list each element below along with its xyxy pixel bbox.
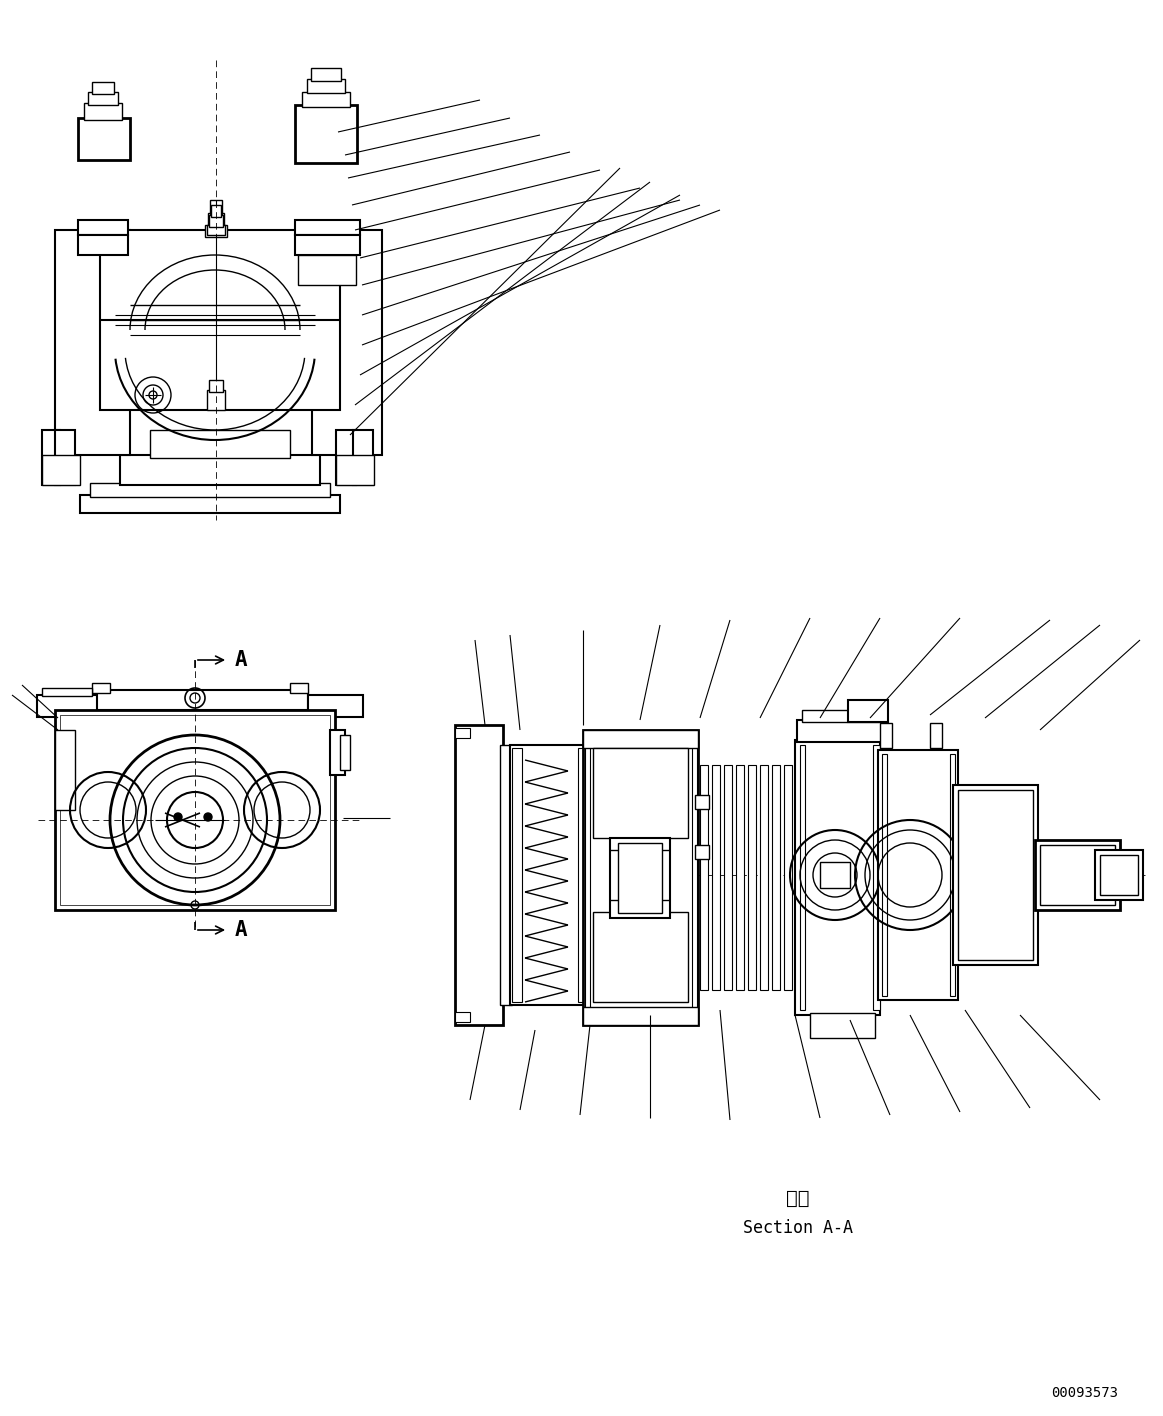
Bar [205, 225, 227, 236]
Bar [797, 719, 887, 742]
Bar [1035, 840, 1120, 910]
Bar [336, 430, 356, 486]
Bar [354, 430, 373, 486]
Text: Section A-A: Section A-A [743, 1219, 852, 1238]
Bar [84, 103, 122, 120]
Bar [307, 79, 345, 93]
Bar [583, 731, 698, 748]
Bar [295, 235, 361, 255]
Bar [55, 709, 335, 910]
Bar [578, 748, 586, 1003]
Bar [60, 715, 330, 905]
Circle shape [174, 813, 181, 821]
Circle shape [149, 391, 157, 399]
Bar [42, 455, 80, 486]
Bar [330, 731, 345, 775]
Bar [295, 219, 361, 235]
Bar [950, 753, 955, 995]
Bar [500, 745, 512, 1005]
Bar [211, 205, 221, 217]
Text: A: A [235, 650, 248, 670]
Bar [952, 784, 1039, 964]
Bar [42, 688, 92, 697]
Bar [100, 229, 340, 411]
Bar [207, 225, 224, 235]
Bar [795, 741, 880, 1015]
Bar [820, 862, 850, 888]
Circle shape [204, 813, 212, 821]
Bar [55, 229, 130, 455]
Bar [302, 92, 350, 108]
Bar [695, 845, 709, 860]
Bar [759, 765, 768, 990]
Text: A: A [235, 920, 248, 940]
Bar [42, 430, 60, 486]
Bar [78, 235, 128, 255]
Bar [37, 695, 97, 716]
Bar [593, 748, 688, 838]
Bar [455, 725, 504, 1025]
Bar [120, 455, 320, 486]
Bar [873, 745, 880, 1010]
Bar [455, 1012, 470, 1022]
Bar [848, 700, 889, 722]
Bar [298, 255, 356, 285]
Text: 断面: 断面 [786, 1188, 809, 1208]
Bar [340, 735, 350, 770]
Bar [78, 219, 128, 235]
Bar [1100, 855, 1139, 895]
Bar [209, 215, 223, 227]
Text: 00093573: 00093573 [1051, 1386, 1119, 1400]
Bar [511, 745, 585, 1005]
Bar [725, 765, 732, 990]
Bar [90, 483, 330, 497]
Bar [55, 731, 74, 810]
Bar [784, 765, 792, 990]
Bar [311, 68, 341, 81]
Bar [880, 724, 892, 748]
Bar [1040, 845, 1115, 905]
Bar [78, 118, 130, 160]
Bar [611, 838, 670, 918]
Bar [92, 82, 114, 93]
Bar [211, 200, 222, 214]
Bar [80, 496, 340, 513]
Bar [312, 229, 381, 455]
Bar [88, 690, 308, 709]
Bar [336, 455, 374, 486]
Bar [208, 212, 224, 227]
Bar [593, 912, 688, 1003]
Bar [583, 1007, 698, 1025]
Bar [958, 790, 1033, 960]
Bar [809, 1012, 875, 1038]
Bar [800, 745, 805, 1010]
Bar [583, 731, 698, 1025]
Bar [209, 379, 223, 392]
Bar [695, 794, 709, 809]
Bar [55, 430, 74, 486]
Bar [772, 765, 780, 990]
Bar [700, 765, 708, 990]
Bar [585, 733, 590, 1022]
Bar [207, 389, 224, 411]
Bar [930, 724, 942, 748]
Bar [882, 753, 887, 995]
Bar [290, 683, 308, 692]
Bar [802, 709, 882, 722]
Bar [512, 748, 522, 1003]
Bar [88, 92, 117, 105]
Bar [878, 750, 958, 1000]
Bar [92, 683, 110, 692]
Bar [748, 765, 756, 990]
Bar [712, 765, 720, 990]
Bar [736, 765, 744, 990]
Bar [455, 728, 470, 738]
Bar [150, 430, 290, 457]
Bar [618, 843, 662, 913]
Bar [692, 733, 697, 1022]
Bar [308, 695, 363, 716]
Bar [1096, 850, 1143, 901]
Bar [295, 105, 357, 163]
